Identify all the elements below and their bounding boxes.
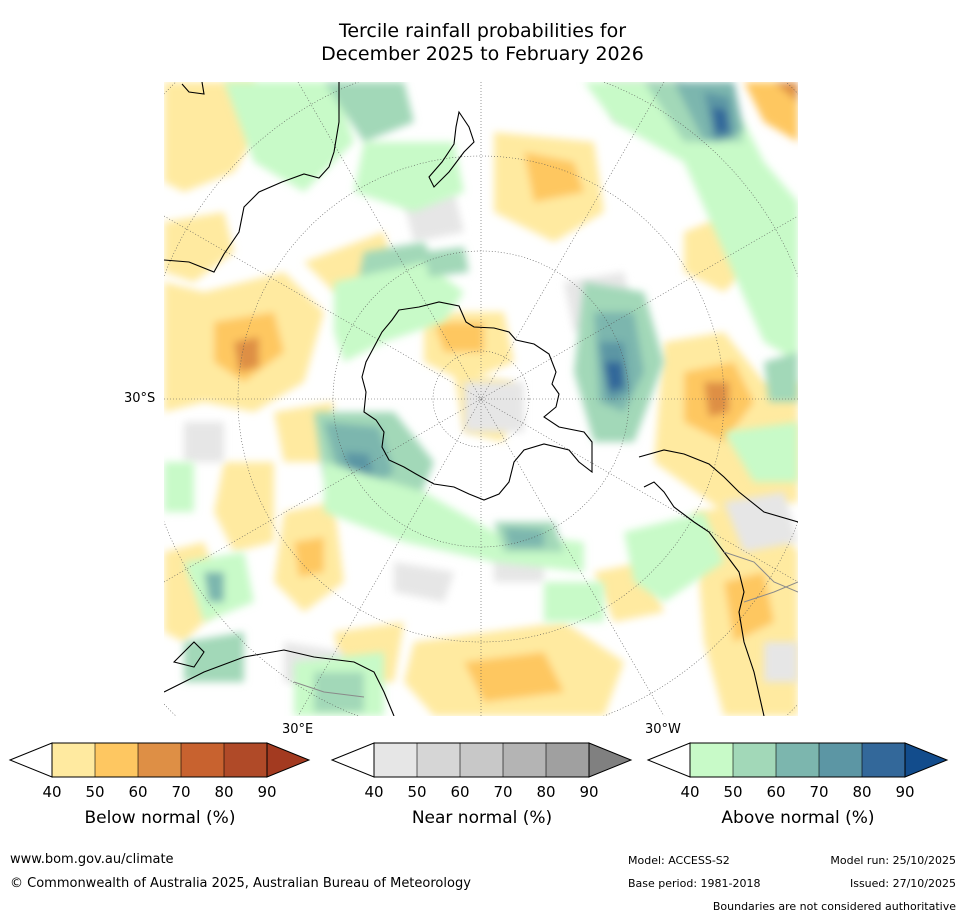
legend-below-normal [8,742,311,778]
above-swatch-70-80 [819,743,862,777]
tick-label: 90 [579,783,599,801]
country-borders [293,551,798,698]
model-run-date: Model run: 25/10/2025 [830,854,956,867]
base-period: Base period: 1981-2018 [628,877,761,890]
lon-label-30e: 30°E [282,722,314,737]
bom-climate-link[interactable]: www.bom.gov.au/climate [10,852,174,867]
boundaries-disclaimer: Boundaries are not considered authoritat… [712,900,956,913]
tick-label: 40 [364,783,384,801]
issued-date: Issued: 27/10/2025 [849,877,956,890]
tick-label: 80 [536,783,556,801]
below-swatch-60-70 [138,743,181,777]
near-swatch-40-50 [374,743,417,777]
near-normal-colorbar [330,742,633,778]
below-swatch-50-60 [95,743,138,777]
near-swatch-60-70 [460,743,503,777]
above-swatch-80-90 [862,743,905,777]
tick-label: 50 [85,783,105,801]
lat-label-30s: 30°S [124,391,156,406]
tick-label: 50 [407,783,427,801]
tick-label: 80 [214,783,234,801]
tick-label: 90 [257,783,277,801]
tick-label: 60 [766,783,786,801]
below-normal-colorbar [8,742,311,778]
model-name: Model: ACCESS-S2 [628,854,730,867]
above-normal-areas [164,82,798,716]
legend-above-normal [646,742,949,778]
near-normal-title: Near normal (%) [411,808,553,828]
below-swatch-40-50 [52,743,95,777]
tick-label: 70 [171,783,191,801]
tick-label: 50 [723,783,743,801]
near-swatch-80-90 [546,743,589,777]
tick-label: 60 [128,783,148,801]
map-title: Tercile rainfall probabilities for Decem… [0,20,965,66]
lon-label-30w: 30°W [645,722,681,737]
above-normal-title: Above normal (%) [721,808,875,828]
above-low-arrow [646,742,691,778]
new-zealand-coast [428,110,475,188]
copyright-text: © Commonwealth of Australia 2025, Austra… [10,876,471,891]
australia-coast [164,82,340,273]
above-swatch-60-70 [776,743,819,777]
tick-label: 60 [450,783,470,801]
probability-map [164,82,798,716]
legend-near-normal [330,742,633,778]
above-normal-colorbar [646,742,949,778]
tick-label: 40 [680,783,700,801]
madagascar-coast [172,641,205,668]
below-swatch-80-90 [224,743,267,777]
tasmania-coast [181,82,205,95]
africa-coast [164,649,395,716]
tick-label: 70 [493,783,513,801]
title-line-2: December 2025 to February 2026 [321,43,644,65]
title-line-1: Tercile rainfall probabilities for [338,20,627,42]
near-high-arrow [588,742,633,778]
antarctica-coast [361,301,593,501]
tick-label: 90 [895,783,915,801]
tick-label: 40 [42,783,62,801]
near-swatch-50-60 [417,743,460,777]
above-high-arrow [904,742,949,778]
tick-label: 80 [852,783,872,801]
tick-label: 70 [809,783,829,801]
above-swatch-50-60 [733,743,776,777]
graticule [164,82,798,716]
below-swatch-70-80 [181,743,224,777]
near-swatch-70-80 [503,743,546,777]
near-low-arrow [330,742,375,778]
below-high-arrow [266,742,311,778]
below-normal-title: Below normal (%) [84,808,236,828]
below-low-arrow [8,742,53,778]
polar-map-svg [164,82,798,716]
above-swatch-40-50 [690,743,733,777]
